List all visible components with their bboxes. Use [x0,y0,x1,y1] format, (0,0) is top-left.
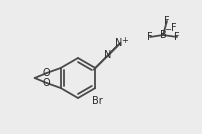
Text: O: O [43,78,50,88]
Text: Br: Br [92,96,102,106]
Text: B: B [159,30,166,40]
Text: −: − [164,25,171,34]
Text: +: + [120,36,127,45]
Text: N: N [104,50,111,60]
Text: F: F [146,32,152,42]
Text: O: O [43,68,50,78]
Text: N: N [115,38,122,49]
Text: F: F [170,23,176,33]
Text: F: F [173,32,179,42]
Text: F: F [163,16,169,26]
